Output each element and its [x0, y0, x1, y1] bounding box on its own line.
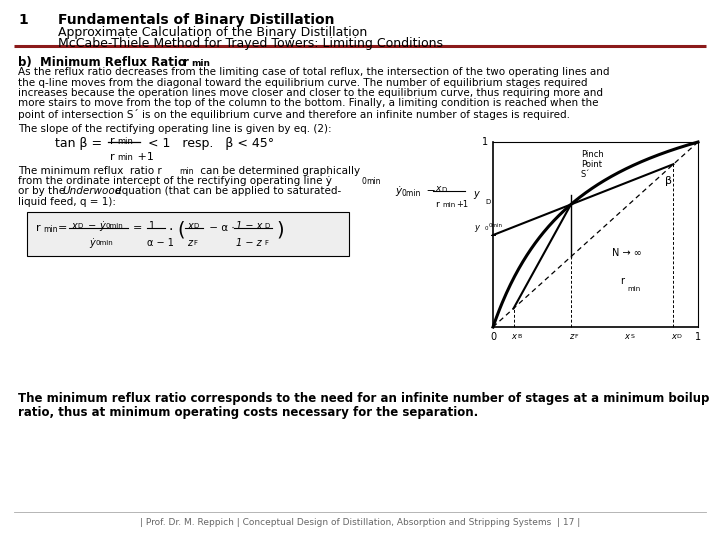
Text: Pinch
Point
S´: Pinch Point S´ [581, 150, 603, 179]
Text: 0min: 0min [402, 189, 421, 198]
Text: −: − [423, 186, 436, 196]
Text: Approximate Calculation of the Binary Distillation: Approximate Calculation of the Binary Di… [58, 26, 367, 39]
Text: 0min: 0min [95, 240, 113, 246]
Text: x: x [71, 221, 77, 231]
Text: D: D [485, 199, 490, 205]
Text: min: min [627, 286, 640, 292]
Text: =: = [133, 223, 143, 233]
Text: ): ) [276, 220, 284, 239]
Text: ratio, thus at minimum operating costs necessary for the separation.: ratio, thus at minimum operating costs n… [18, 406, 478, 419]
Text: 0: 0 [361, 177, 366, 186]
Text: 0: 0 [490, 332, 496, 342]
Text: can be determined graphically: can be determined graphically [197, 165, 360, 176]
Text: r: r [183, 56, 189, 69]
Text: D: D [676, 334, 681, 339]
Text: tan β =: tan β = [55, 138, 102, 151]
Text: B: B [518, 334, 522, 339]
Text: x: x [511, 332, 516, 341]
Text: 1 − z: 1 − z [236, 238, 262, 248]
Text: F: F [193, 240, 197, 246]
Text: min: min [179, 166, 194, 176]
Text: (: ( [177, 220, 184, 239]
Text: As the reflux ratio decreases from the limiting case of total reflux, the inters: As the reflux ratio decreases from the l… [18, 67, 610, 77]
Text: The minimum reflux  ratio r: The minimum reflux ratio r [18, 165, 162, 176]
Text: Fundamentals of Binary Distillation: Fundamentals of Binary Distillation [58, 13, 335, 27]
Text: McCabe-Thiele Method for Trayed Towers: Limiting Conditions: McCabe-Thiele Method for Trayed Towers: … [58, 37, 443, 50]
Text: x: x [624, 332, 629, 341]
Text: 1: 1 [18, 13, 28, 27]
Text: β: β [665, 176, 672, 186]
Bar [465, 130, 710, 345]
Text: < 1   resp.   β < 45°: < 1 resp. β < 45° [148, 138, 274, 151]
Text: 0min: 0min [489, 223, 503, 228]
Text: D: D [441, 187, 446, 193]
Text: increases because the operation lines move closer and closer to the equilibrium : increases because the operation lines mo… [18, 88, 603, 98]
Text: min: min [191, 59, 210, 68]
Text: D: D [264, 223, 269, 229]
Text: r: r [110, 136, 114, 145]
Text: liquid feed, q = 1):: liquid feed, q = 1): [18, 197, 116, 207]
Text: − α ⋅: − α ⋅ [206, 223, 235, 233]
Text: The minimum reflux ratio corresponds to the need for an infinite number of stage: The minimum reflux ratio corresponds to … [18, 392, 709, 405]
Text: x: x [671, 332, 676, 341]
Text: F: F [574, 334, 577, 339]
Text: =: = [58, 223, 68, 233]
Text: ⋅: ⋅ [169, 223, 174, 237]
FancyBboxPatch shape [27, 212, 349, 256]
Text: +1: +1 [456, 200, 468, 209]
Text: 1: 1 [695, 332, 701, 342]
Text: r: r [435, 200, 438, 209]
Text: min: min [442, 202, 455, 208]
Text: b)  Minimum Reflux Ratio: b) Minimum Reflux Ratio [18, 56, 190, 69]
Text: 0min: 0min [105, 223, 122, 229]
Text: S: S [630, 334, 634, 339]
Text: min: min [117, 153, 133, 163]
Text: 1: 1 [482, 137, 488, 147]
Text: z: z [187, 238, 192, 248]
Text: 1: 1 [149, 221, 155, 231]
Text: 0: 0 [485, 226, 488, 231]
Text: point of intersection S´ is on the equilibrium curve and therefore an infinite n: point of intersection S´ is on the equil… [18, 109, 570, 120]
Text: z: z [569, 332, 573, 341]
Text: D: D [193, 223, 198, 229]
Text: The slope of the rectifying operating line is given by eq. (2):: The slope of the rectifying operating li… [18, 124, 332, 133]
Text: r: r [110, 152, 114, 161]
Text: from the ordinate intercept of the rectifying operating line ẏ: from the ordinate intercept of the recti… [18, 176, 332, 186]
Text: equation (that can be applied to saturated-: equation (that can be applied to saturat… [112, 186, 341, 197]
Text: y: y [473, 189, 479, 199]
Text: y: y [474, 223, 479, 232]
Text: min: min [117, 138, 133, 146]
Text: −: − [85, 221, 99, 231]
Text: min: min [366, 177, 380, 186]
Text: min: min [43, 225, 58, 234]
Text: x: x [435, 184, 441, 193]
Text: the q-line moves from the diagonal toward the equilibrium curve. The number of e: the q-line moves from the diagonal towar… [18, 78, 588, 87]
Text: x: x [187, 221, 193, 231]
Text: α − 1: α − 1 [147, 238, 174, 248]
Text: r: r [620, 276, 624, 286]
Text: +1: +1 [134, 152, 154, 161]
Text: N → ∞: N → ∞ [612, 248, 642, 258]
Text: F: F [264, 240, 268, 246]
Text: 1 − x: 1 − x [236, 221, 262, 231]
Text: D: D [77, 223, 82, 229]
Text: more stairs to move from the top of the column to the bottom. Finally, a limitin: more stairs to move from the top of the … [18, 98, 598, 109]
Text: or by the: or by the [18, 186, 68, 197]
Text: ẏ: ẏ [89, 238, 95, 248]
Text: r: r [36, 223, 40, 233]
Text: | Prof. Dr. M. Reppich | Conceptual Design of Distillation, Absorption and Strip: | Prof. Dr. M. Reppich | Conceptual Desi… [140, 518, 580, 527]
Text: Underwood: Underwood [62, 186, 122, 197]
Text: ẏ: ẏ [99, 221, 104, 231]
Text: ẏ: ẏ [395, 186, 401, 196]
